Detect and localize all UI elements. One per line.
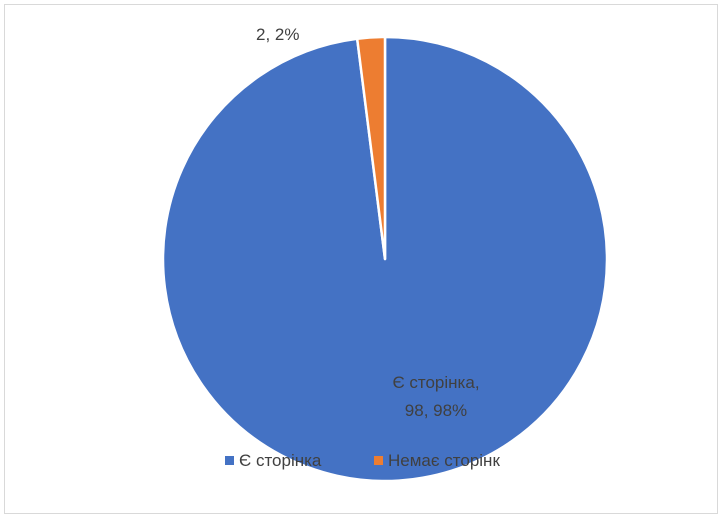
data-label-slice-1-category: Є сторінка, bbox=[392, 373, 479, 392]
legend-label-2: Немає сторінк bbox=[388, 451, 500, 470]
pie-slices bbox=[161, 35, 609, 483]
pie-slice-2 bbox=[355, 35, 387, 261]
legend-swatch-2 bbox=[374, 456, 383, 465]
legend-label-1: Є сторінка bbox=[239, 451, 322, 470]
data-label-slice-2: 2, 2% bbox=[256, 25, 299, 44]
legend: Є сторінка Немає сторінк bbox=[225, 451, 500, 470]
legend-swatch-1 bbox=[225, 456, 234, 465]
data-label-slice-1-value: 98, 98% bbox=[405, 401, 467, 420]
